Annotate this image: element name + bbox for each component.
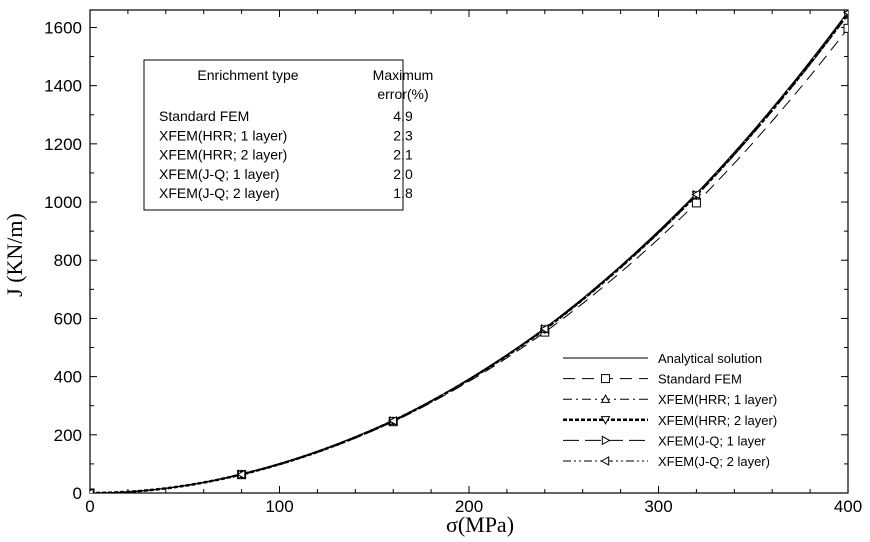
table-cell-type: XFEM(J-Q; 1 layer) <box>159 166 280 182</box>
legend-label: XFEM(J-Q; 2 layer) <box>658 454 770 469</box>
table-cell-type: Standard FEM <box>159 108 249 124</box>
x-axis-title: σ(MPa) <box>446 512 514 537</box>
y-tick-label: 1000 <box>44 193 82 212</box>
table-cell-error: 2.0 <box>393 166 413 182</box>
table-cell-error: 1.8 <box>393 185 413 201</box>
triangle-left-marker <box>236 469 246 480</box>
error-table-frame <box>143 59 404 211</box>
legend-entry: XFEM(J-Q; 2 layer) <box>563 454 770 469</box>
table-cell-type: XFEM(J-Q; 2 layer) <box>159 185 280 201</box>
legend-label: XFEM(HRR; 1 layer) <box>658 392 777 407</box>
x-tick-label: 300 <box>644 497 672 516</box>
table-cell-type: XFEM(HRR; 1 layer) <box>159 127 287 143</box>
y-tick-label: 1200 <box>44 135 82 154</box>
square-marker <box>691 198 701 208</box>
y-tick-label: 800 <box>54 251 82 270</box>
triangle-left-marker <box>600 456 610 466</box>
legend-label: Standard FEM <box>658 372 742 387</box>
table-row: XFEM(HRR; 1 layer) 2.3 <box>159 127 413 143</box>
triangle-left-marker <box>842 10 848 16</box>
table-cell-error: 4.9 <box>393 108 413 124</box>
y-tick-label: 600 <box>54 309 82 328</box>
series-line <box>90 28 848 493</box>
y-tick-label: 200 <box>54 426 82 445</box>
legend-label: XFEM(HRR; 2 layer) <box>658 413 777 428</box>
y-tick-label: 0 <box>73 484 82 503</box>
legend-entry: Analytical solution <box>563 351 762 366</box>
square-marker <box>601 374 610 384</box>
legend-label: Analytical solution <box>658 351 762 366</box>
table-cell-error: 2.3 <box>393 127 413 143</box>
triangle-up-marker <box>600 394 611 403</box>
legend-entry: XFEM(J-Q; 1 layer <box>563 433 766 448</box>
x-tick-label: 0 <box>85 497 94 516</box>
y-tick-label: 1400 <box>44 77 82 96</box>
series-5 <box>90 10 848 493</box>
table-row: XFEM(J-Q; 2 layer) 1.8 <box>159 185 413 201</box>
table-header-max: Maximum <box>373 67 434 83</box>
triangle-right-marker <box>601 435 611 446</box>
triangle-left-marker <box>539 324 549 334</box>
y-axis-title: J (KN/m) <box>2 213 27 297</box>
error-table: Enrichment type Maximum error(%) Standar… <box>143 59 434 211</box>
axis-ticks: 0 100 200 300 400 0 200 400 600 800 1000 1200 1400 16… <box>44 10 862 516</box>
series-line <box>90 12 848 493</box>
square-marker <box>843 23 848 33</box>
legend-entry: XFEM(HRR; 1 layer) <box>563 392 777 407</box>
legend-label: XFEM(J-Q; 1 layer <box>658 433 766 448</box>
table-header-type: Enrichment type <box>197 67 298 83</box>
table-row: XFEM(HRR; 2 layer) 2.1 <box>159 147 413 163</box>
table-header-error: error(%) <box>377 86 428 102</box>
x-tick-label: 100 <box>265 497 293 516</box>
x-tick-label: 400 <box>834 497 862 516</box>
table-row: XFEM(J-Q; 1 layer) 2.0 <box>159 166 413 182</box>
legend: Analytical solution Standard FEM XFEM(HRR;… <box>563 351 777 469</box>
table-cell-type: XFEM(HRR; 2 layer) <box>159 147 287 163</box>
triangle-left-marker <box>691 189 701 200</box>
table-cell-error: 2.1 <box>393 147 413 163</box>
data-series <box>90 10 848 493</box>
y-tick-label: 1600 <box>44 18 82 37</box>
x-tick-label: 200 <box>455 497 483 516</box>
table-row: Standard FEM 4.9 <box>159 108 413 124</box>
triangle-left-marker <box>388 415 397 426</box>
triangle-down-marker <box>600 416 611 425</box>
legend-entry: XFEM(HRR; 2 layer) <box>563 413 777 428</box>
triangle-left-marker <box>90 488 94 493</box>
y-tick-label: 400 <box>54 368 82 387</box>
legend-entry: Standard FEM <box>563 372 742 387</box>
